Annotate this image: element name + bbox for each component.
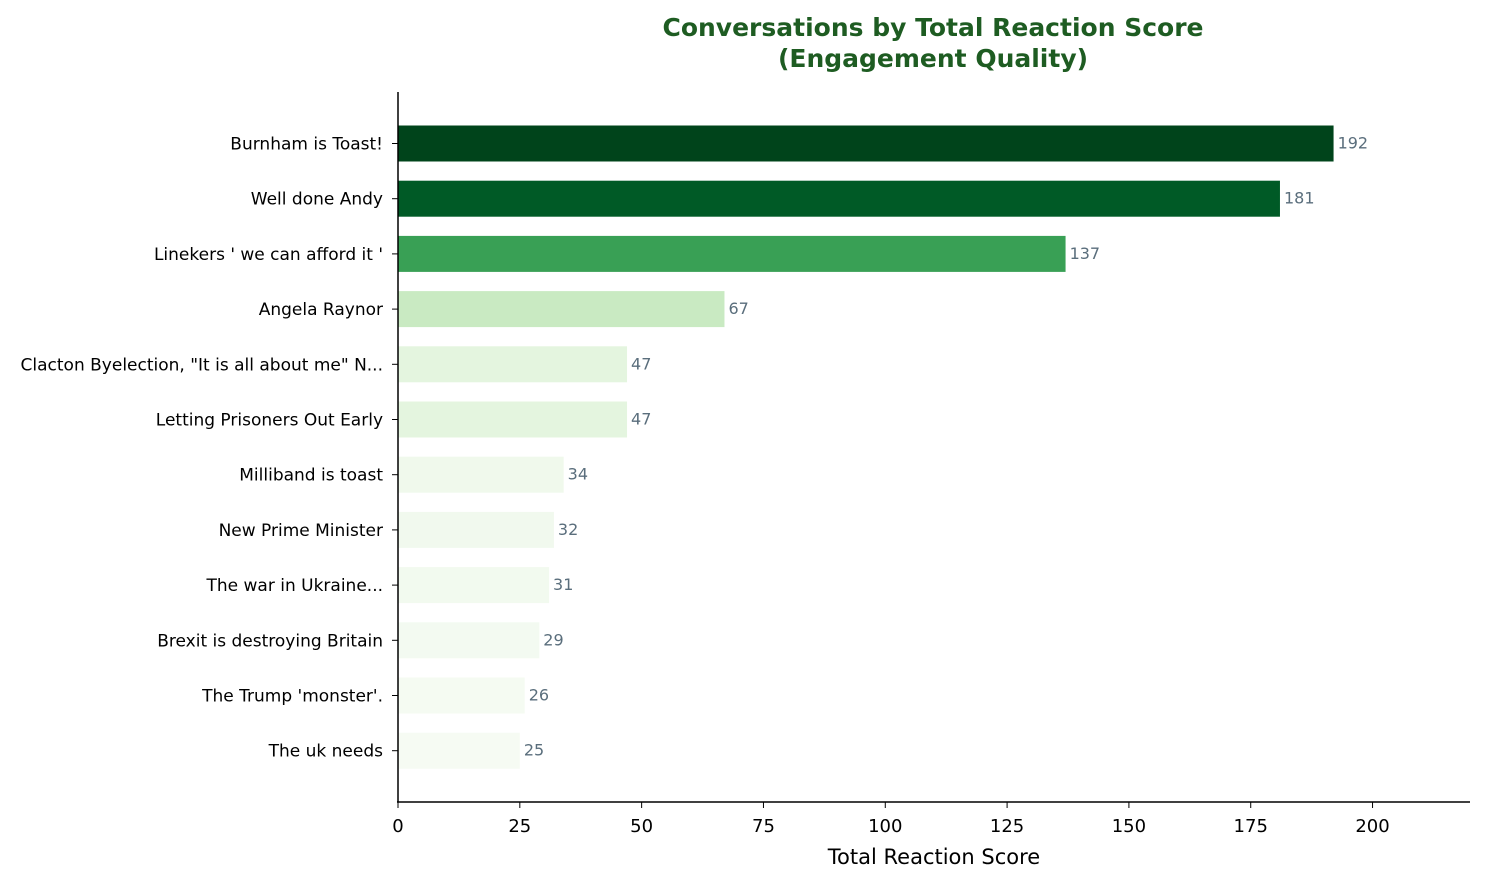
category-label: Clacton Byelection, "It is all about me"… bbox=[21, 355, 383, 375]
bar bbox=[398, 732, 520, 769]
bar bbox=[398, 235, 1066, 272]
x-tick-label: 75 bbox=[752, 816, 775, 837]
x-tick-label: 0 bbox=[392, 816, 403, 837]
x-tick-label: 25 bbox=[508, 816, 531, 837]
x-tick-label: 125 bbox=[990, 816, 1024, 837]
bar bbox=[398, 401, 628, 438]
category-label: Brexit is destroying Britain bbox=[157, 631, 383, 651]
category-label: Letting Prisoners Out Early bbox=[156, 411, 383, 431]
category-label: New Prime Minister bbox=[219, 521, 383, 541]
category-label: Burnham is Toast! bbox=[230, 135, 383, 155]
value-label: 67 bbox=[728, 299, 748, 318]
value-label: 47 bbox=[631, 410, 651, 429]
category-label: Well done Andy bbox=[251, 190, 383, 210]
x-tick-label: 200 bbox=[1355, 816, 1389, 837]
category-label: The war in Ukraine... bbox=[206, 576, 384, 596]
category-label: Linekers ' we can afford it ' bbox=[154, 245, 383, 265]
bar bbox=[398, 180, 1280, 217]
bar bbox=[398, 622, 540, 659]
axes-group bbox=[397, 92, 1470, 803]
x-ticks-group: 0 25 50 75 100 125 150 175 200 bbox=[392, 802, 1390, 837]
value-label: 34 bbox=[568, 465, 588, 484]
chart-subtitle: (Engagement Quality) bbox=[778, 44, 1088, 73]
category-label: The uk needs bbox=[268, 742, 384, 762]
value-label: 32 bbox=[558, 520, 578, 539]
value-label: 25 bbox=[524, 741, 544, 760]
bar bbox=[398, 511, 554, 548]
value-label: 47 bbox=[631, 354, 651, 373]
bar bbox=[398, 125, 1334, 162]
x-tick-label: 50 bbox=[630, 816, 653, 837]
bar bbox=[398, 677, 525, 714]
x-tick-label: 150 bbox=[1112, 816, 1146, 837]
bar bbox=[398, 346, 628, 383]
category-label: Angela Raynor bbox=[259, 300, 383, 320]
x-axis-label: Total Reaction Score bbox=[827, 845, 1040, 869]
bar bbox=[398, 567, 550, 604]
value-label: 181 bbox=[1284, 189, 1315, 208]
value-label: 31 bbox=[553, 575, 573, 594]
category-label: Milliband is toast bbox=[239, 466, 383, 486]
category-label: The Trump 'monster'. bbox=[201, 687, 383, 707]
bars-group: Burnham is Toast! 192 Well done Andy 181 Lin… bbox=[21, 125, 1369, 769]
x-tick-label: 175 bbox=[1234, 816, 1268, 837]
value-label: 29 bbox=[543, 630, 563, 649]
x-tick-label: 100 bbox=[868, 816, 902, 837]
bar bbox=[398, 291, 725, 328]
bar bbox=[398, 456, 564, 493]
value-label: 26 bbox=[529, 686, 549, 705]
value-label: 192 bbox=[1338, 134, 1369, 153]
chart-title: Conversations by Total Reaction Score bbox=[662, 13, 1203, 42]
value-label: 137 bbox=[1070, 244, 1101, 263]
